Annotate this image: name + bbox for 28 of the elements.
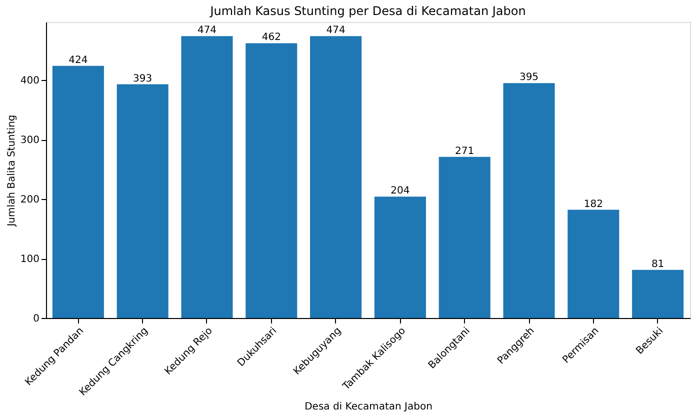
bar xyxy=(632,270,684,318)
data-label: 204 xyxy=(390,186,410,197)
data-label: 474 xyxy=(326,25,346,36)
y-tick-label: 100 xyxy=(20,254,40,266)
data-label: 271 xyxy=(455,146,474,157)
x-axis-title: Desa di Kecamatan Jabon xyxy=(304,402,432,413)
data-label: 182 xyxy=(584,198,603,210)
bar xyxy=(438,156,490,318)
chart-title: Jumlah Kasus Stunting per Desa di Kecamatan Jabon xyxy=(209,4,526,18)
y-tick-label: 0 xyxy=(33,314,40,324)
y-tick-label: 400 xyxy=(20,76,40,87)
bar xyxy=(116,84,168,318)
bar xyxy=(374,196,426,318)
data-label: 462 xyxy=(262,32,281,44)
data-label: 395 xyxy=(519,72,539,84)
y-tick-label: 300 xyxy=(20,135,40,146)
y-tick-label: 200 xyxy=(20,194,40,206)
bar xyxy=(310,36,362,318)
bar xyxy=(246,43,298,318)
y-axis-title: Jumlah Balita Stunting xyxy=(6,114,18,228)
bar xyxy=(503,83,555,318)
data-label: 424 xyxy=(68,54,88,66)
data-label: 474 xyxy=(197,25,217,36)
bar xyxy=(52,66,104,318)
data-label: 81 xyxy=(651,258,664,270)
data-label: 393 xyxy=(133,73,152,84)
bar xyxy=(181,36,233,318)
bar xyxy=(568,210,620,318)
